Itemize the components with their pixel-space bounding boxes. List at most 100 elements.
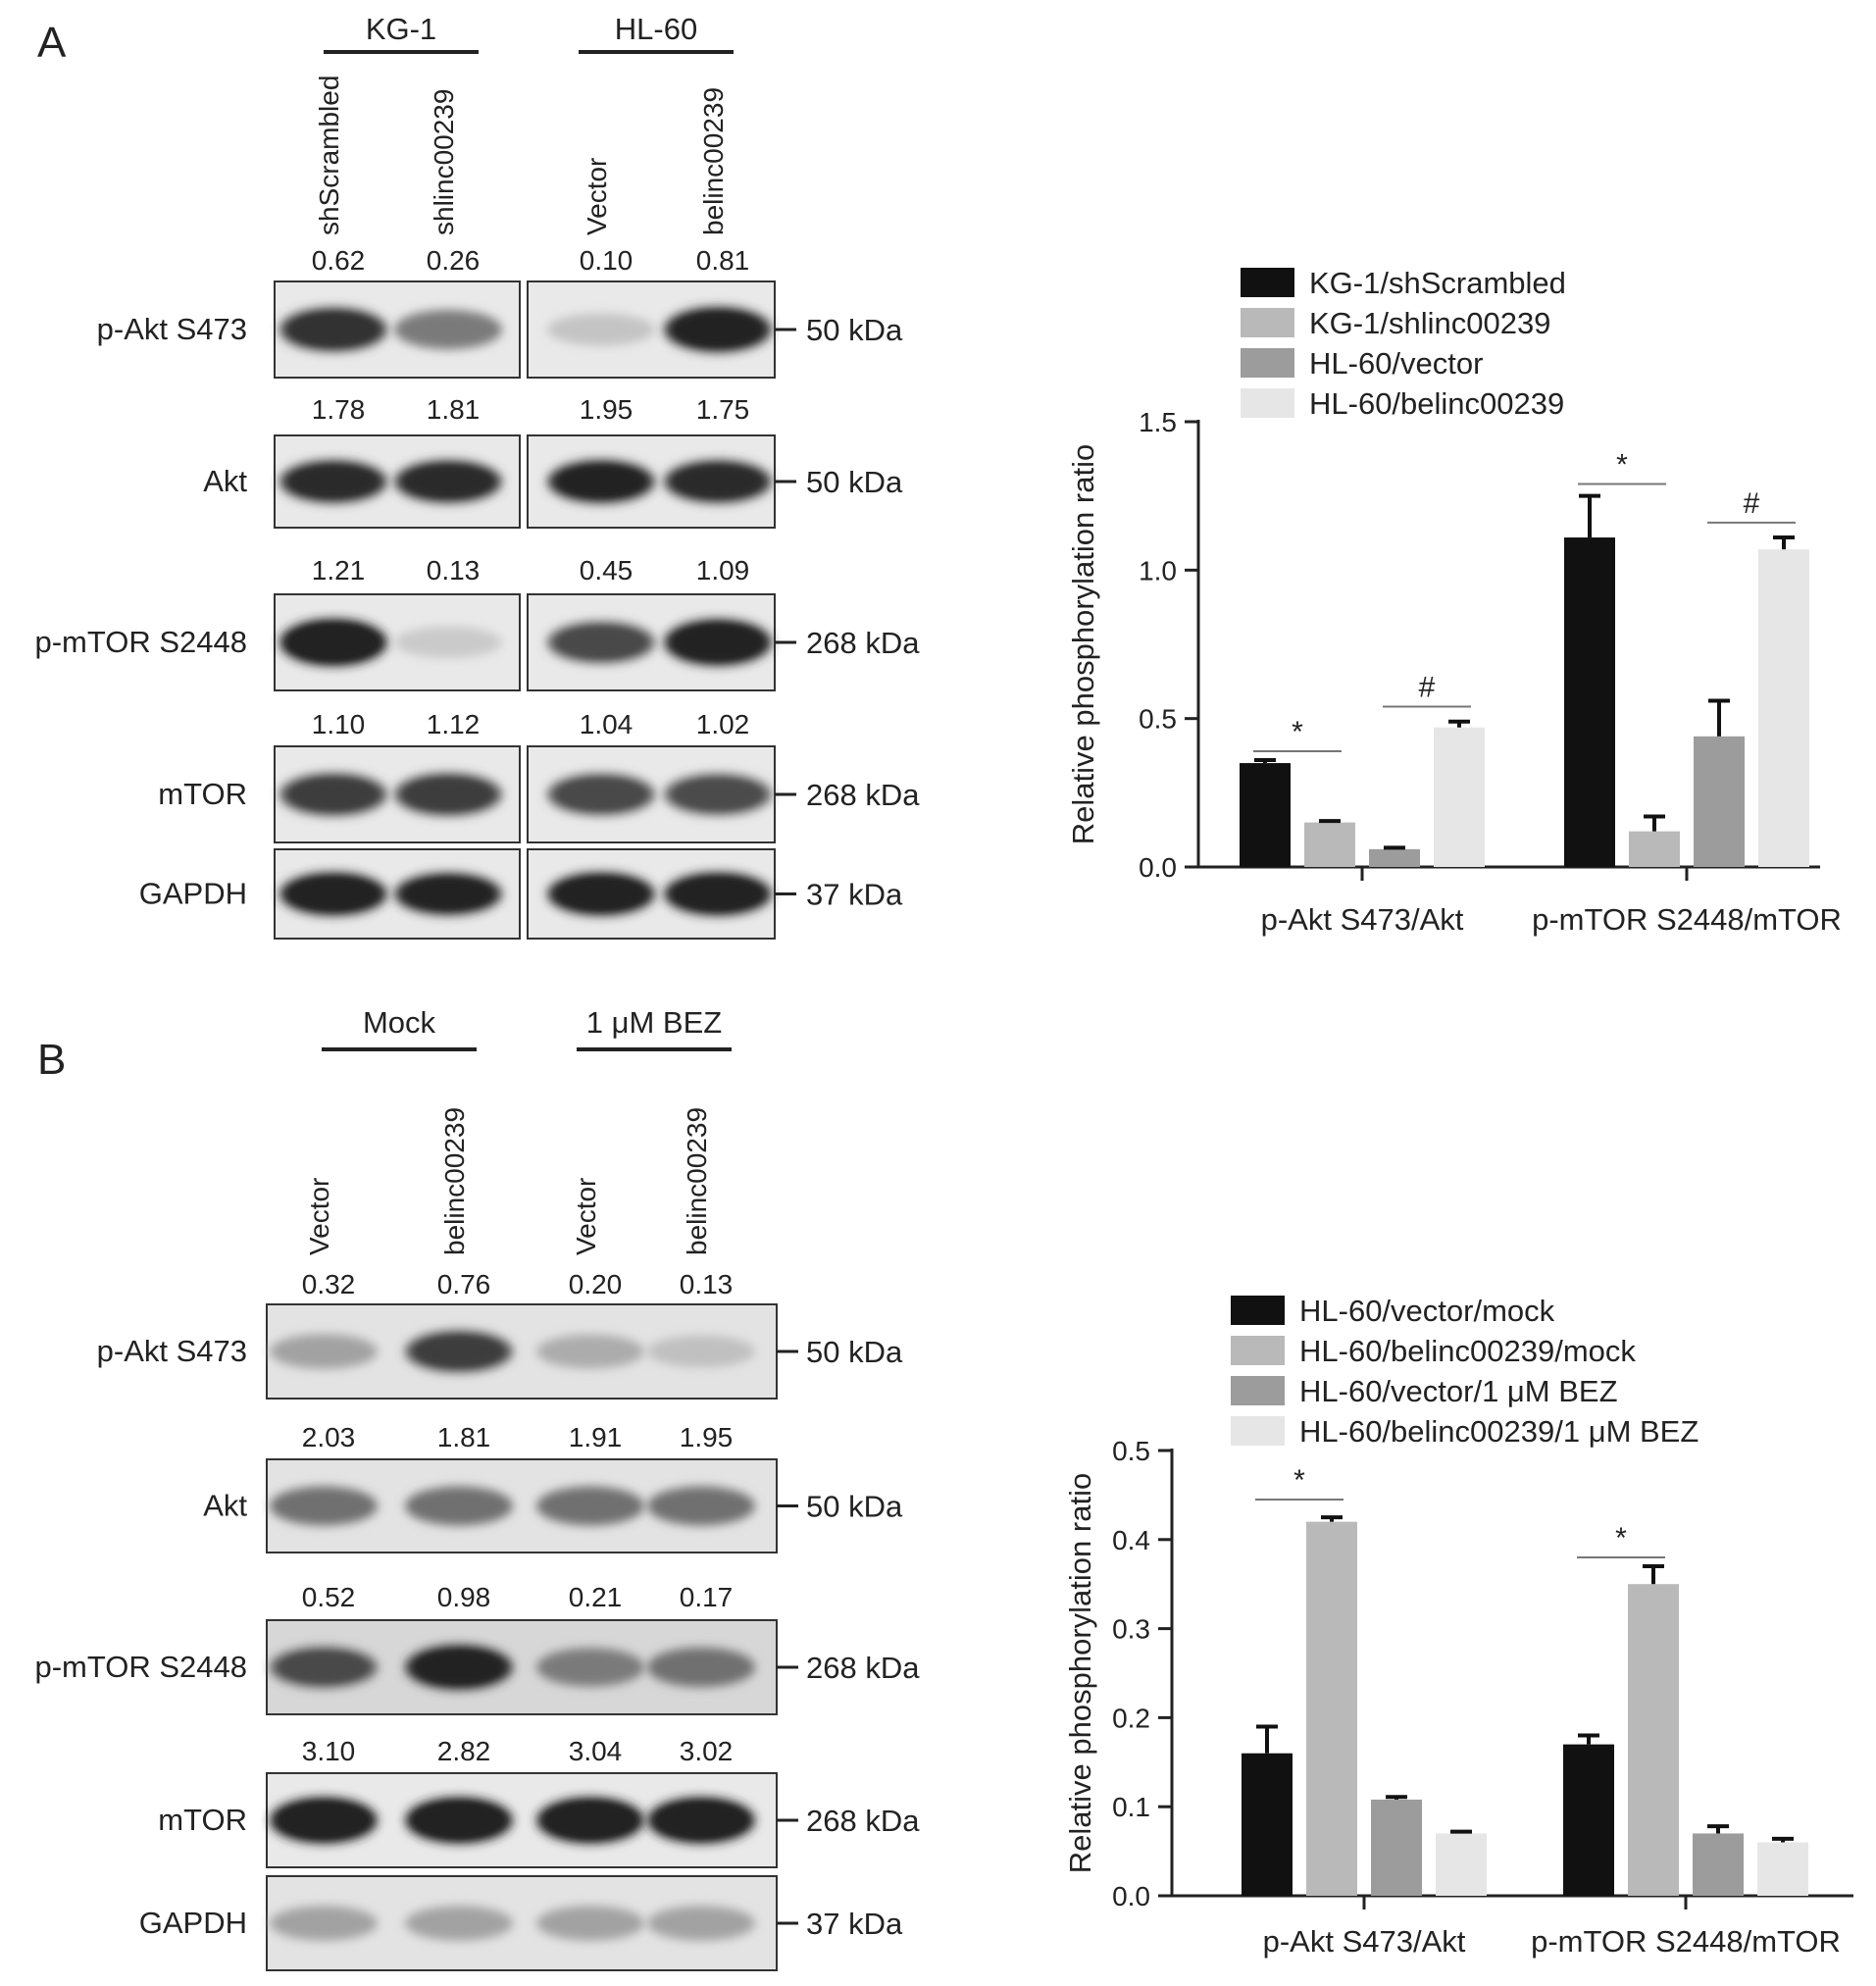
bar-chart-b: 0.0 0.1 0.2 0.3 0.4 0.5 Relative phosphorylati… [1063,1294,1853,1959]
bar [1628,1584,1679,1896]
bar [1757,1842,1808,1896]
y-tick-label: 0.0 [1139,852,1177,883]
lane-label-vector: Vector [304,1178,334,1255]
blot-band-core [404,778,492,811]
quant-value: 1.81 [437,1422,491,1452]
quant-value: 0.26 [427,245,481,276]
bar [1240,763,1291,867]
legend-entry: HL-60/vector/mock [1299,1294,1555,1328]
blot-label-mtor: mTOR [158,1803,247,1837]
quant-value: 1.75 [696,394,750,425]
blot-band [647,1647,755,1688]
blot-band-core [289,465,378,498]
quant-value: 1.91 [569,1422,623,1452]
quant-value: 0.20 [569,1269,623,1299]
bar [1563,1744,1614,1896]
quant-value: 1.81 [427,394,481,425]
blot-band-core [674,624,762,661]
quant-value: 1.10 [312,709,366,739]
blot-band-core [674,779,762,810]
bar [1304,822,1355,867]
quant-value: 3.02 [680,1736,734,1766]
blot-band-core [546,1803,634,1838]
kda-marker: 50 kDa [806,465,903,499]
quant-value: 1.12 [427,709,481,739]
significance-marker: # [1419,672,1436,704]
quant-value: 0.21 [569,1582,623,1612]
significance-marker: * [1616,449,1628,482]
legend-swatch [1231,1376,1285,1405]
significance-marker: * [1615,1522,1627,1554]
kda-marker: 268 kDa [806,778,920,812]
blot-band-core [557,465,645,498]
western-blot-panel-b: Mock Vector belinc00239 1 μM BEZ Vector belin… [34,1005,920,1971]
blot-band-core [279,1803,368,1838]
legend-swatch [1241,388,1294,418]
blot-band-core [415,1650,503,1685]
panel-b-letter: B [37,1036,66,1084]
quant-value: 0.52 [302,1582,356,1612]
bar [1564,537,1615,867]
y-tick-label: 0.2 [1112,1703,1150,1733]
quant-value: 0.17 [680,1582,734,1612]
legend-swatch [1231,1416,1285,1446]
legend-swatch [1241,268,1294,297]
blot-band [270,1906,378,1941]
blot-label-p-mtor-s2448: p-mTOR S2448 [34,625,247,659]
group-label-mock: Mock [363,1005,436,1040]
blot-band-core [657,1803,745,1838]
quant-value: 1.95 [680,1422,734,1452]
blot-band-core [279,1652,368,1683]
quant-value: 1.78 [312,394,366,425]
y-tick-label: 0.5 [1139,704,1177,735]
quant-value: 3.04 [569,1736,623,1766]
lane-label-shscrambled: shScrambled [314,76,344,235]
blot-label-p-akt-s473: p-Akt S473 [97,312,247,346]
kda-marker: 268 kDa [806,1804,920,1838]
x-category-label: p-Akt S473/Akt [1261,902,1464,937]
group-label-hl-60: HL-60 [615,12,697,46]
quant-value: 2.03 [302,1422,356,1452]
legend-swatch [1231,1296,1285,1325]
blot-band-core [415,1803,503,1838]
blot-band-core [674,312,762,347]
blot-band-core [289,878,378,910]
significance-marker: * [1292,716,1303,748]
legend-swatch [1241,308,1294,337]
x-category-label: p-mTOR S2448/mTOR [1531,1924,1841,1959]
group-label-kg-1: KG-1 [366,12,436,46]
kda-marker: 50 kDa [806,313,903,347]
y-axis-title: Relative phosphorylation ratio [1066,444,1100,844]
quant-value: 0.81 [696,245,750,276]
lane-label-belinc00239: belinc00239 [439,1107,470,1255]
bar [1242,1753,1293,1896]
x-category-label: p-Akt S473/Akt [1263,1924,1466,1959]
legend-swatch [1241,348,1294,378]
blot-label-gapdh: GAPDH [139,1906,247,1940]
blot-band [647,1335,755,1368]
y-tick-label: 1.0 [1139,555,1177,586]
blot-label-akt: Akt [203,1489,247,1523]
blot-band [270,1486,378,1526]
bar [1629,831,1680,867]
legend-entry: KG-1/shlinc00239 [1309,306,1550,340]
blot-band [405,1486,513,1526]
kda-marker: 37 kDa [806,878,903,912]
blot-band-core [289,624,378,661]
blot-band-core [674,878,762,910]
blot-band-core [674,465,762,498]
blot-band [405,1906,513,1941]
bar [1694,736,1745,867]
lane-label-vector: Vector [571,1178,601,1255]
panel-a-letter: A [37,19,67,67]
blot-band [647,1906,755,1941]
blot-band [647,1486,755,1526]
kda-marker: 268 kDa [806,626,920,660]
blot-band [394,309,502,350]
quant-value: 0.62 [312,245,366,276]
blot-band [394,626,502,659]
blot-label-p-akt-s473: p-Akt S473 [97,1334,247,1368]
quant-value: 1.02 [696,709,750,739]
quant-value: 0.98 [437,1582,491,1612]
